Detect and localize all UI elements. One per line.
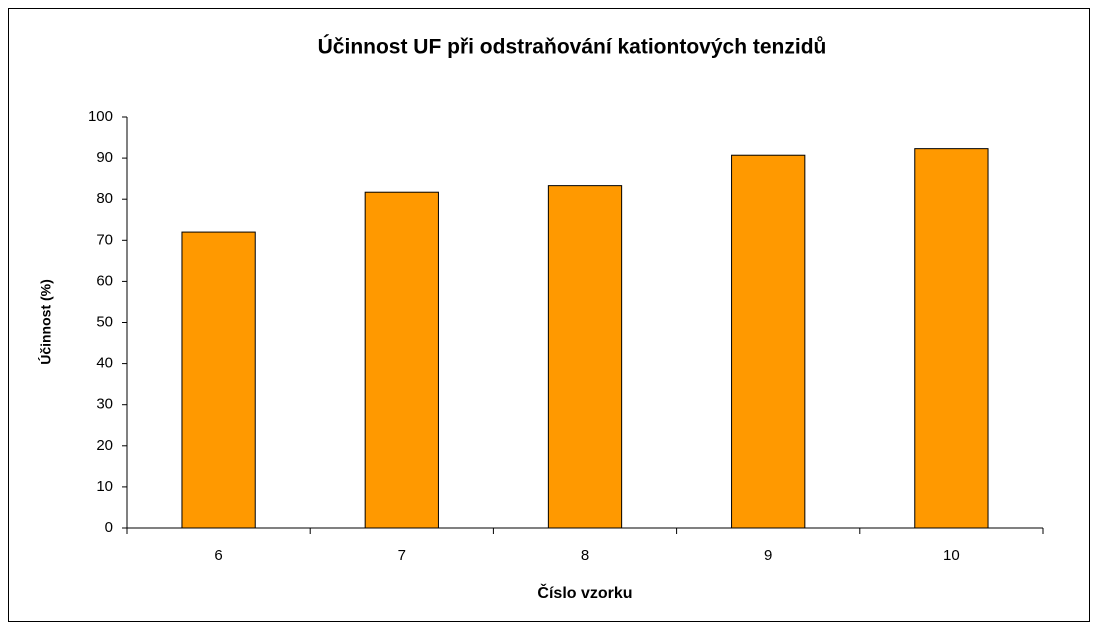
x-tick-label: 7 bbox=[398, 547, 406, 564]
bar bbox=[914, 148, 989, 529]
y-tick-label: 40 bbox=[96, 355, 113, 372]
y-tick-label: 70 bbox=[96, 231, 113, 248]
y-tick-label: 90 bbox=[96, 149, 113, 166]
x-tick-label: 9 bbox=[764, 547, 772, 564]
y-tick-label: 20 bbox=[96, 437, 113, 454]
y-tick-label: 50 bbox=[96, 313, 113, 330]
bar bbox=[731, 154, 806, 529]
chart-title: Účinnost UF při odstraňování kationtovýc… bbox=[318, 35, 827, 59]
y-tick-label: 80 bbox=[96, 190, 113, 207]
x-tick-label: 8 bbox=[581, 547, 589, 564]
x-tick-label: 10 bbox=[943, 547, 960, 564]
y-axis-label: Účinnost (%) bbox=[37, 279, 54, 365]
y-tick-label: 60 bbox=[96, 272, 113, 289]
y-tick-label: 10 bbox=[96, 478, 113, 495]
x-tick-label: 6 bbox=[214, 547, 222, 564]
bar bbox=[181, 231, 256, 529]
bar bbox=[364, 191, 439, 529]
x-axis-label: Číslo vzorku bbox=[537, 583, 632, 602]
bar bbox=[547, 185, 623, 529]
y-tick-label: 100 bbox=[88, 108, 113, 125]
y-tick-label: 30 bbox=[96, 396, 113, 413]
y-tick-label: 0 bbox=[105, 519, 113, 536]
